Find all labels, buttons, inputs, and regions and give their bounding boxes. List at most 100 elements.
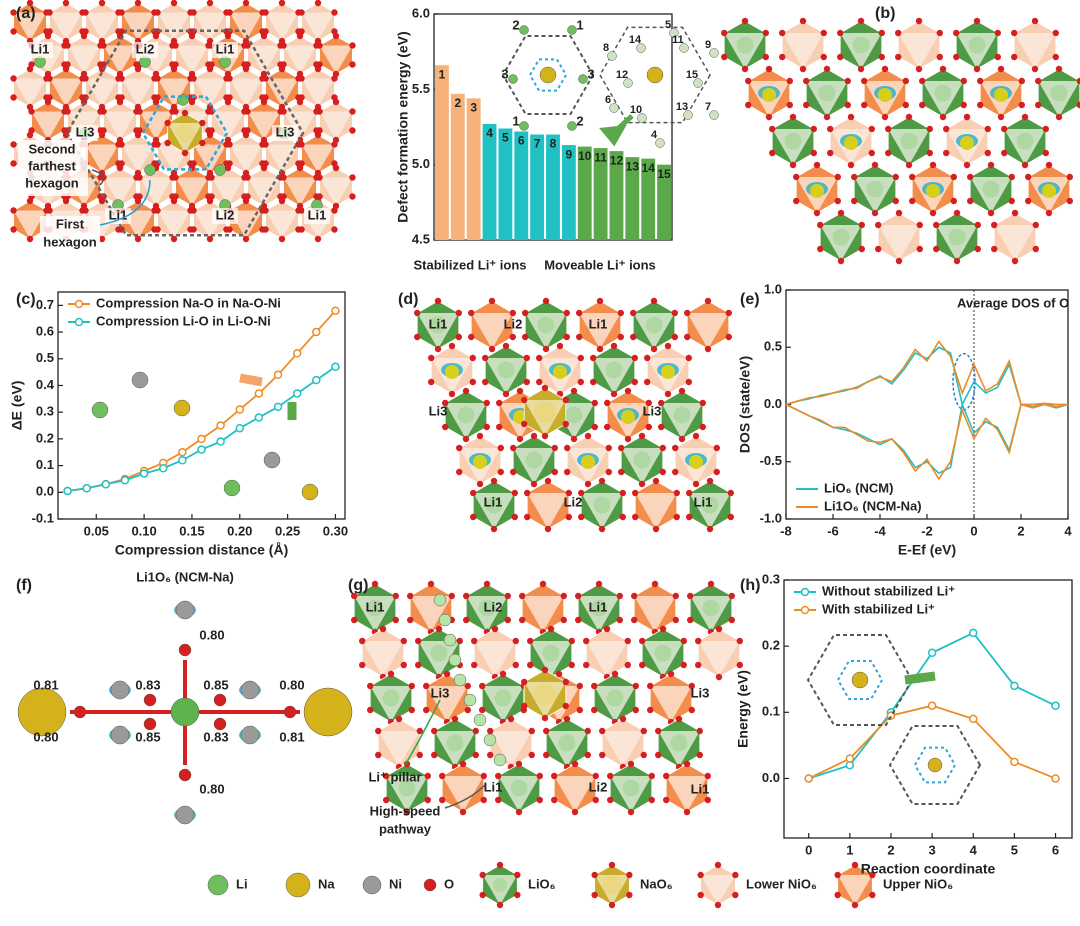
charge-density: [689, 455, 703, 469]
octahedron-face: [283, 45, 317, 74]
atom: [214, 164, 226, 176]
site-label: Li1: [589, 599, 608, 614]
atom: [143, 693, 157, 707]
o-atom: [564, 468, 571, 476]
o-atom: [973, 17, 981, 25]
o-atom: [244, 42, 251, 49]
x-tick-label: 6: [1052, 842, 1059, 857]
o-atom: [431, 727, 438, 735]
y-tick-label: 0.0: [762, 770, 780, 785]
site-label: Li1: [484, 494, 503, 509]
o-atom: [10, 207, 17, 214]
atom: [463, 693, 477, 707]
o-atom: [765, 113, 773, 121]
bar: [498, 128, 513, 240]
o-atom: [483, 399, 490, 407]
o-atom: [984, 125, 991, 133]
li-atom: [605, 361, 623, 379]
x-tick-label: 0.05: [84, 523, 109, 538]
o-atom: [631, 616, 638, 624]
annotation: Second: [29, 141, 76, 156]
octahedron-face: [301, 78, 335, 107]
atom: [17, 687, 67, 737]
li-atom: [934, 84, 952, 102]
o-atom: [570, 387, 578, 395]
o-atom: [638, 432, 646, 440]
octahedron-face: [103, 111, 137, 140]
o-atom: [521, 678, 528, 686]
o-atom: [713, 444, 720, 452]
o-atom: [728, 616, 735, 624]
marker: [101, 480, 111, 489]
o-atom: [645, 399, 652, 407]
o-atom: [316, 108, 323, 115]
atom: [483, 733, 497, 747]
o-atom: [916, 221, 923, 229]
o-atom: [562, 678, 569, 686]
marker: [63, 486, 72, 496]
bond-length: 0.85: [203, 677, 228, 692]
o-atom: [632, 489, 639, 497]
annotation: High-speed: [370, 803, 441, 818]
li-atom: [633, 451, 651, 469]
o-atom: [521, 702, 528, 710]
o-atom: [704, 297, 712, 305]
annotation-arrow: [904, 671, 936, 685]
legend-label: Na: [318, 876, 335, 891]
o-atom: [479, 871, 486, 879]
y-tick-label: 0.5: [764, 339, 782, 354]
bond-length: 0.83: [203, 729, 228, 744]
o-atom: [26, 0, 34, 7]
o-atom: [576, 309, 583, 317]
y-tick-label: 0.7: [36, 297, 54, 312]
o-atom: [455, 333, 462, 341]
o-atom: [926, 149, 933, 157]
o-atom: [154, 75, 161, 82]
y-axis-label: Energy (eV): [735, 670, 751, 748]
x-tick-label: 0.10: [131, 523, 156, 538]
o-atom: [640, 727, 647, 735]
o-atom: [527, 637, 534, 645]
inset-label: 8: [603, 42, 609, 54]
o-atom: [909, 173, 916, 181]
o-atom: [704, 796, 711, 804]
o-atom: [696, 727, 703, 735]
o-atom: [608, 861, 616, 869]
o-atom: [298, 9, 305, 16]
site-label: Li3: [643, 403, 662, 418]
o-atom: [26, 131, 34, 139]
o-atom: [456, 444, 463, 452]
o-atom: [439, 772, 446, 780]
o-atom: [351, 616, 358, 624]
o-atom: [686, 513, 693, 521]
o-atom: [262, 207, 269, 214]
octahedron-face: [782, 33, 824, 69]
o-atom: [1008, 173, 1015, 181]
site-label: Li3: [431, 685, 450, 700]
o-atom: [332, 164, 340, 172]
atom: [213, 717, 227, 731]
o-atom: [395, 715, 403, 723]
o-atom: [769, 149, 776, 157]
o-atom: [100, 108, 107, 115]
y-tick-label: 0.4: [36, 377, 55, 392]
o-atom: [953, 29, 960, 37]
octahedron-face: [13, 12, 47, 41]
o-atom: [170, 197, 178, 205]
o-atom: [909, 197, 916, 205]
o-atom: [837, 257, 845, 265]
o-atom: [813, 161, 821, 169]
o-atom: [650, 297, 658, 305]
y-tick-label: 1.0: [764, 281, 782, 296]
octahedron-face: [490, 731, 532, 767]
o-atom: [604, 423, 611, 431]
o-atom: [916, 245, 923, 253]
o-atom: [530, 480, 538, 488]
o-atom: [26, 65, 34, 73]
o-atom: [721, 53, 728, 61]
o-atom: [769, 125, 776, 133]
bar-label: 14: [642, 161, 656, 175]
marker: [158, 464, 168, 473]
o-atom: [869, 871, 876, 879]
octahedron-face: [121, 78, 155, 107]
